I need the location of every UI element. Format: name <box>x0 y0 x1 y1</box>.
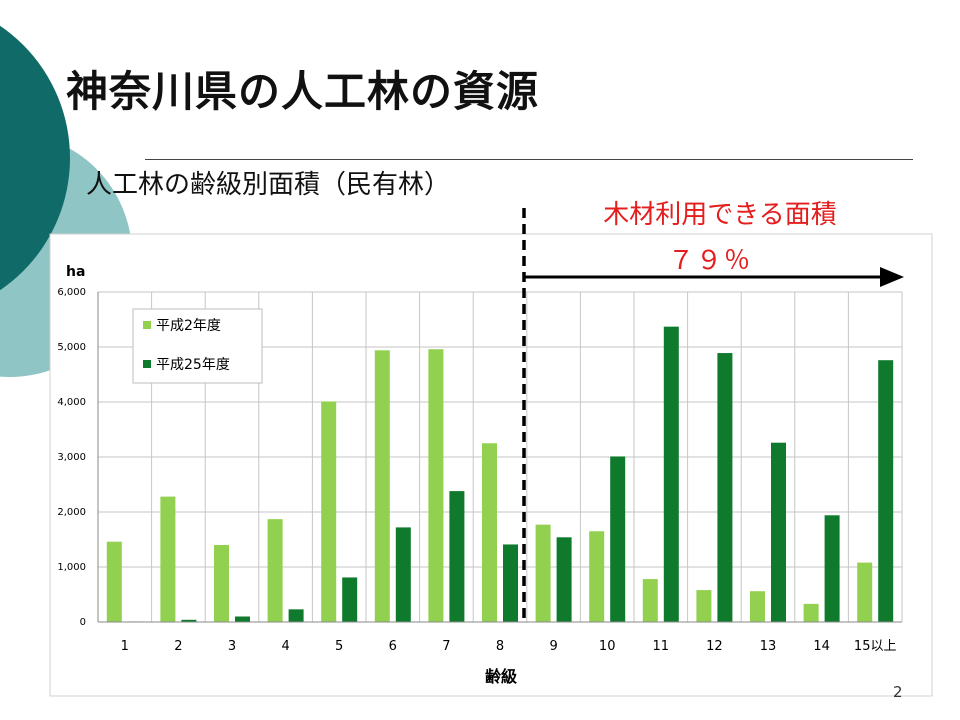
bar-series-1 <box>482 443 497 622</box>
x-tick-label: 15以上 <box>854 639 897 654</box>
legend-swatch-series-2 <box>143 360 151 368</box>
x-tick-label: 2 <box>174 639 182 654</box>
bar-series-2 <box>610 456 626 622</box>
bar-series-2 <box>878 360 894 622</box>
bar-series-1 <box>750 591 765 622</box>
bar-series-2 <box>235 616 250 622</box>
legend-label-series-1: 平成2年度 <box>156 318 221 334</box>
bar-series-2 <box>181 619 197 622</box>
x-tick-label: 11 <box>653 639 670 654</box>
bar-series-1 <box>803 603 819 622</box>
decor-circle-dark <box>0 25 70 291</box>
chart-legend: 平成2年度 平成25年度 <box>132 308 263 384</box>
legend-swatch-series-1 <box>143 321 151 329</box>
bar-series-1 <box>267 519 283 622</box>
x-tick-label: 9 <box>549 639 557 654</box>
x-tick-label: 13 <box>760 639 777 654</box>
bar-series-1 <box>321 401 337 622</box>
x-tick-label: 5 <box>335 639 343 654</box>
bar-series-2 <box>342 577 358 622</box>
bar-series-1 <box>589 531 605 622</box>
bar-series-1 <box>214 545 229 622</box>
bar-series-2 <box>503 544 518 622</box>
x-tick-label: 3 <box>228 639 236 654</box>
chart-bars <box>106 326 894 623</box>
x-tick-label: 6 <box>389 639 397 654</box>
x-tick-label: 8 <box>496 639 504 654</box>
slide-title: 神奈川県の人工林の資源 <box>66 67 540 116</box>
bar-series-2 <box>824 515 840 622</box>
bar-series-2 <box>663 326 679 622</box>
x-tick-label: 1 <box>121 639 129 654</box>
bar-series-2 <box>449 491 465 622</box>
x-tick-label: 4 <box>281 639 289 654</box>
legend-box <box>132 308 263 384</box>
bar-series-1 <box>857 562 873 622</box>
bar-series-2 <box>288 609 304 622</box>
y-axis-label: ha <box>66 264 85 280</box>
usable-range-arrow-head <box>880 267 904 287</box>
y-tick-label: 5,000 <box>57 342 86 353</box>
usable-area-percent: ７９％ <box>667 246 752 276</box>
bar-series-1 <box>428 349 444 622</box>
usable-area-label: 木材利用できる面積 <box>603 200 837 230</box>
x-tick-label: 14 <box>813 639 830 654</box>
x-tick-label: 7 <box>442 639 450 654</box>
bar-series-2 <box>717 353 733 622</box>
legend-label-series-2: 平成25年度 <box>156 357 230 373</box>
bar-series-1 <box>642 579 658 622</box>
bar-series-1 <box>535 524 551 622</box>
title-underline <box>145 159 913 160</box>
y-tick-label: 1,000 <box>57 562 86 573</box>
y-tick-label: 0 <box>80 617 86 628</box>
x-tick-label: 10 <box>599 639 616 654</box>
bar-series-1 <box>696 590 712 622</box>
bar-series-2 <box>556 537 572 622</box>
bar-series-1 <box>160 496 176 622</box>
y-tick-label: 6,000 <box>57 287 86 298</box>
slide-subtitle: 人工林の齢級別面積（民有林） <box>86 170 451 200</box>
y-tick-label: 4,000 <box>57 397 86 408</box>
bar-series-1 <box>374 350 390 622</box>
bar-series-1 <box>106 541 122 622</box>
y-tick-label: 2,000 <box>57 507 86 518</box>
page-number: 2 <box>893 683 903 701</box>
x-tick-label: 12 <box>706 639 723 654</box>
x-axis-label: 齢級 <box>485 667 517 686</box>
bar-series-2 <box>395 527 411 622</box>
bar-series-2 <box>771 442 786 622</box>
y-tick-label: 3,000 <box>57 452 86 463</box>
